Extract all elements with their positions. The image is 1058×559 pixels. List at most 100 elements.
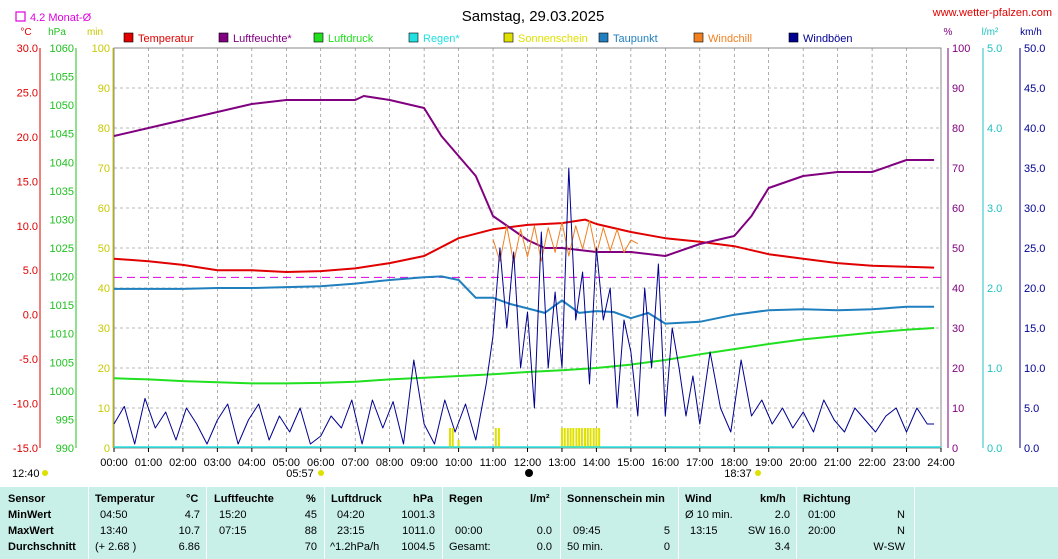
x-tick-label: 18:00 [720,457,748,469]
x-axis-labels: 00:00 01:00 02:00 03:00 04:00 05:00 06:00 07:00… [100,448,955,469]
cell-hum-time: 15:20 [219,509,247,521]
tick-label-rain_l_m2: 2.0 [987,283,1002,295]
legend: Temperatur Luftfeuchte* Luftdruck Regen* Son… [123,32,853,45]
twilight-start-label: 05:57 [286,468,314,480]
stats-table: Sensor Temperatur °C Luftfeuchte % Luftd… [0,487,1058,559]
tick-label-rain_l_m2: 4.0 [987,123,1002,135]
x-tick-label: 11:00 [480,457,507,469]
tick-label-pressure_hpa: 1025 [50,243,74,255]
sunshine-bar [448,428,451,448]
sunshine-bar [494,428,497,448]
tick-label-sunshine_min: 80 [98,123,110,135]
tick-label-pressure_hpa: 1000 [50,386,74,398]
legend-label: Taupunkt [613,33,658,45]
tick-label-temperature_c: 25.0 [17,87,38,99]
cell-press-time: ^1.2hPa/h [330,541,380,553]
unit-rain: l/m² [982,27,999,38]
tick-label-humidity_pct: 100 [952,43,970,55]
header-sensor: Sensor [8,493,46,505]
header-pressure-unit: hPa [413,493,434,505]
header-temperature: Temperatur [95,493,155,505]
x-tick-label: 03:00 [204,457,232,469]
tick-label-sunshine_min: 20 [98,363,110,375]
tick-label-humidity_pct: 40 [952,283,964,295]
month-avg-marker [15,11,26,22]
cell-temp-val: 10.7 [178,525,200,537]
sunshine-bar [580,428,583,448]
x-tick-label: 16:00 [652,457,680,469]
cell-rain-time: 00:00 [455,525,483,537]
tick-label-sunshine_min: 40 [98,283,110,295]
tick-label-humidity_pct: 20 [952,363,964,375]
sunshine-bar [457,440,460,448]
legend-swatch [408,32,419,43]
tick-label-pressure_hpa: 1040 [50,157,74,169]
tick-label-sunshine_min: 0 [104,443,110,455]
sunshine-bar [560,428,563,448]
row-label: MinWert [8,509,52,521]
legend-label: Windböen [803,33,853,45]
cell-press-val: 1004.5 [401,541,435,553]
x-tick-label: 02:00 [169,457,197,469]
legend-label: Regen* [423,33,460,45]
legend-swatch [313,32,324,43]
site-link[interactable]: www.wetter-pfalzen.com [932,7,1052,19]
tick-label-pressure_hpa: 1020 [50,272,74,284]
unit-hpa: hPa [48,27,66,38]
cell-temp-val: 6.86 [178,541,200,553]
row-label: Durchschnitt [8,541,76,553]
tick-label-pressure_hpa: 1050 [50,100,74,112]
legend-swatch [218,32,229,43]
cell-dir-val: N [897,525,905,537]
x-tick-label: 22:00 [858,457,886,469]
legend-label: Windchill [708,33,752,45]
x-tick-label: 05:00 [273,457,301,469]
tick-label-sunshine_min: 30 [98,323,110,335]
tick-label-humidity_pct: 80 [952,123,964,135]
cell-sun-time: 50 min. [567,541,604,553]
series-line-taupunkt [114,275,935,325]
sunshine-bar [575,428,578,448]
cell-dir-val: W-SW [873,541,905,553]
legend-swatch [693,32,704,43]
cell-hum-val: 70 [304,541,317,553]
x-tick-label: 20:00 [789,457,817,469]
tick-label-temperature_c: 0.0 [23,310,38,322]
cell-press-val: 1001.3 [401,509,435,521]
header-humidity: Luftfeuchte [214,493,274,505]
tick-label-temperature_c: -10.0 [13,399,38,411]
header-direction: Richtung [803,493,851,505]
tick-label-wind_kmh: 25.0 [1024,243,1045,255]
tick-label-temperature_c: 5.0 [23,265,38,277]
x-tick-label: 21:00 [824,457,852,469]
legend-swatch [503,32,514,43]
tick-label-pressure_hpa: 1060 [50,43,74,55]
x-tick-label: 14:00 [583,457,611,469]
tick-label-temperature_c: 30.0 [17,43,38,55]
cell-dir-time: 20:00 [808,525,836,537]
unit-pct: % [944,27,953,38]
cell-wind-val: 3.4 [774,541,790,553]
legend-label: Luftfeuchte* [233,33,292,45]
sunshine-bar [451,428,454,448]
cell-temp-time: (+ 2.68 ) [95,541,137,553]
weather-chart: Samstag, 29.03.2025 www.wetter-pfalzen.c… [12,7,1052,480]
twilight-end-label: 18:37 [724,468,752,480]
series-layer [113,95,941,448]
legend-label: Temperatur [138,33,194,45]
cell-wind-val: 2.0 [774,509,790,521]
series-line-luftfeuchte [113,95,935,257]
cell-rain-val: 0.0 [536,525,552,537]
sunshine-bar [572,428,575,448]
chart-title: Samstag, 29.03.2025 [462,8,605,25]
tick-label-humidity_pct: 30 [952,323,964,335]
x-tick-label: 06:00 [307,457,335,469]
series-line-windböen [113,167,935,445]
tick-label-humidity_pct: 50 [952,243,964,255]
tick-label-pressure_hpa: 1015 [50,300,74,312]
x-tick-label: 24:00 [927,457,955,469]
cell-dir-val: N [897,509,905,521]
unit-temp: °C [20,27,31,38]
legend-label: Sonnenschein [518,33,588,45]
sunshine-bar [578,428,581,448]
